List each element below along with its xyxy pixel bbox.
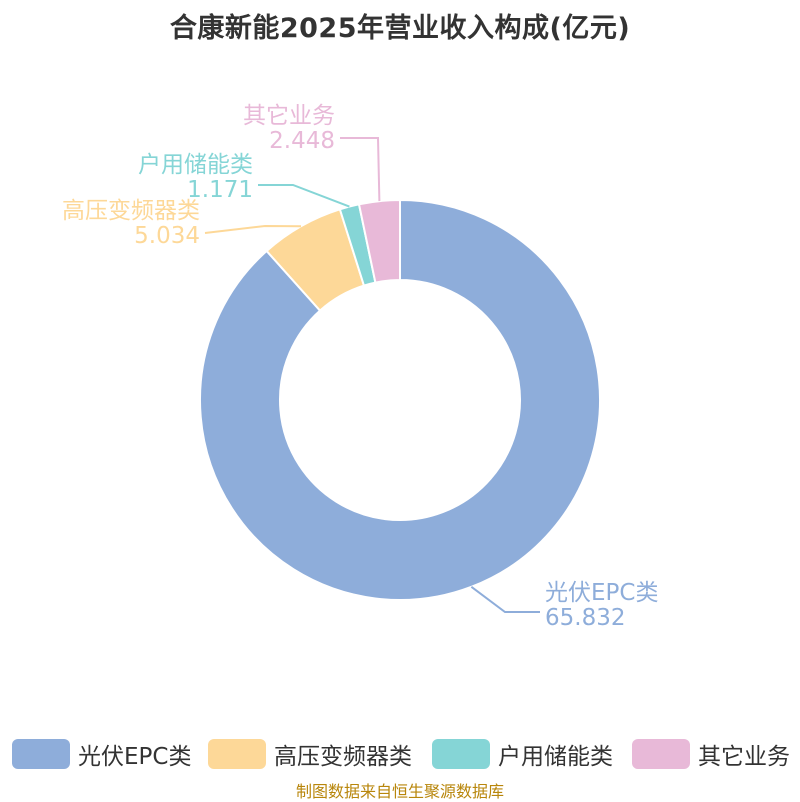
legend-label: 其它业务 xyxy=(698,744,790,770)
leader-line-3 xyxy=(258,184,350,208)
slice-value-label-1: 65.832 xyxy=(545,605,625,631)
legend-label: 户用储能类 xyxy=(498,744,613,770)
leader-line-2 xyxy=(204,224,302,234)
slice-name-label-1: 光伏EPC类 xyxy=(545,580,658,606)
legend-item-2[interactable]: 高压变频器类 xyxy=(208,734,412,774)
legend-swatch xyxy=(632,739,690,769)
slice-value-label-3: 1.171 xyxy=(187,177,253,203)
legend-label: 光伏EPC类 xyxy=(78,744,192,770)
slice-name-label-2: 高压变频器类 xyxy=(62,198,200,224)
slice-name-label-4: 其它业务 xyxy=(243,103,335,129)
legend: 光伏EPC类 高压变频器类 户用储能类 其它业务 xyxy=(0,734,800,774)
leader-line-group xyxy=(204,137,540,613)
legend-swatch xyxy=(12,739,70,769)
chart-title: 合康新能2025年营业收入构成(亿元) xyxy=(169,13,631,44)
leader-line-1 xyxy=(470,586,540,613)
legend-swatch xyxy=(432,739,490,769)
leader-line-4 xyxy=(340,137,381,202)
legend-swatch xyxy=(208,739,266,769)
slice-group xyxy=(199,198,601,601)
legend-item-1[interactable]: 光伏EPC类 xyxy=(12,734,191,774)
slice-value-label-4: 2.448 xyxy=(269,128,335,154)
slice-value-label-2: 5.034 xyxy=(134,223,200,249)
legend-item-4[interactable]: 其它业务 xyxy=(632,734,790,774)
legend-label: 高压变频器类 xyxy=(274,744,412,770)
legend-item-3[interactable]: 户用储能类 xyxy=(432,734,613,774)
donut-slice-4 xyxy=(357,198,401,284)
donut-slice-1 xyxy=(199,198,601,601)
source-note: 制图数据来自恒生聚源数据库 xyxy=(295,782,504,801)
slice-name-label-3: 户用储能类 xyxy=(138,152,253,178)
